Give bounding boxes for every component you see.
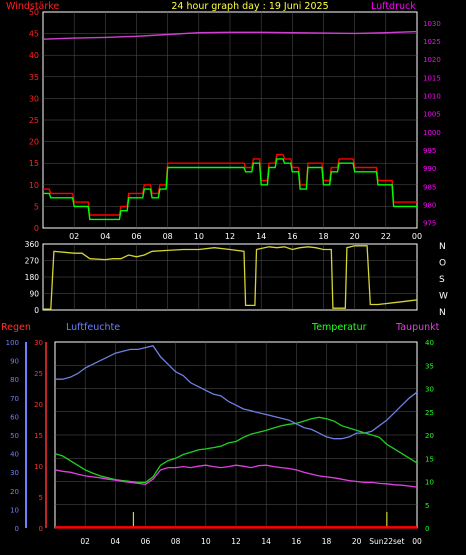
x-tick-label: Sun22set — [369, 537, 404, 546]
header-left-label: Windstärke — [6, 1, 59, 12]
label-taupunkt: Taupunkt — [395, 322, 440, 333]
compass-label: N — [439, 308, 446, 318]
rain-tick-label: 5 — [39, 494, 43, 502]
x-tick-label: 06 — [141, 537, 151, 546]
temperature-tick-label: 0 — [425, 525, 429, 533]
x-tick-label: 08 — [163, 232, 173, 241]
temperature-tick-label: 15 — [425, 455, 434, 463]
pressure-tick-label: 990 — [423, 165, 436, 173]
direction-series-0 — [43, 245, 418, 310]
pressure-tick-label: 985 — [423, 183, 436, 191]
wind-tick-label: 0 — [34, 224, 39, 233]
x-tick-label: 00 — [412, 232, 422, 241]
x-tick-label: 10 — [194, 232, 204, 241]
compass-label: O — [439, 259, 446, 269]
label-luftfeuchte: Luftfeuchte — [66, 322, 120, 333]
wind-tick-label: 40 — [29, 51, 39, 60]
x-tick-label: 16 — [287, 232, 297, 241]
x-tick-label: 04 — [111, 537, 121, 546]
humidity-tick-label: 0 — [15, 525, 19, 533]
direction-tick-label: 360 — [25, 240, 40, 249]
x-tick-label: 14 — [256, 232, 266, 241]
wind-tick-label: 50 — [29, 8, 39, 17]
wind-tick-label: 10 — [29, 181, 39, 190]
x-tick-label: 00 — [412, 537, 422, 546]
pressure-tick-label: 1030 — [423, 20, 441, 28]
humidity-tick-label: 90 — [10, 358, 19, 366]
wind-tick-label: 25 — [29, 116, 39, 125]
temperature-tick-label: 5 — [425, 502, 429, 510]
compass-label: S — [439, 275, 445, 285]
x-tick-label: 12 — [231, 537, 241, 546]
x-tick-label: 20 — [350, 232, 360, 241]
pressure-tick-label: 980 — [423, 201, 436, 209]
pressure-tick-label: 995 — [423, 147, 436, 155]
label-regen: Regen — [1, 322, 31, 333]
x-tick-label: 20 — [352, 537, 362, 546]
temperature-tick-label: 30 — [425, 386, 434, 394]
temperature-tick-label: 40 — [425, 339, 434, 347]
x-tick-label: 06 — [131, 232, 141, 241]
x-tick-label: 08 — [171, 537, 181, 546]
compass-label: W — [439, 292, 448, 302]
humidity-tick-label: 100 — [6, 339, 19, 347]
x-tick-label: 10 — [201, 537, 211, 546]
humidity-tick-label: 70 — [10, 395, 19, 403]
temperature-tick-label: 25 — [425, 409, 434, 417]
page-title: 24 hour graph day : 19 Juni 2025 — [171, 1, 328, 12]
label-temperatur: Temperatur — [311, 322, 367, 333]
humidity-tick-label: 10 — [10, 506, 19, 514]
pressure-tick-label: 1010 — [423, 92, 441, 100]
pressure-tick-label: 1000 — [423, 129, 441, 137]
compass-label: N — [439, 242, 446, 252]
x-tick-label: 14 — [261, 537, 271, 546]
pressure-tick-label: 1025 — [423, 38, 441, 46]
wind-tick-label: 20 — [29, 138, 39, 147]
pressure-tick-label: 975 — [423, 220, 436, 228]
wind-tick-label: 45 — [29, 30, 39, 39]
wind-series-1 — [43, 158, 417, 221]
wind-tick-label: 5 — [34, 202, 39, 211]
x-tick-label: 12 — [225, 232, 235, 241]
rain-tick-label: 25 — [34, 370, 43, 378]
humidity-tick-label: 60 — [10, 413, 19, 421]
pressure-tick-label: 1005 — [423, 111, 441, 119]
header-right-label: Luftdruck — [371, 1, 416, 12]
x-tick-label: 02 — [69, 232, 79, 241]
direction-tick-label: 180 — [25, 273, 40, 282]
wind-tick-label: 15 — [29, 159, 39, 168]
rain-tick-label: 10 — [34, 463, 43, 471]
rain-tick-label: 30 — [34, 339, 43, 347]
x-tick-label: 04 — [100, 232, 110, 241]
x-tick-label: 22 — [381, 232, 391, 241]
temperature-tick-label: 20 — [425, 432, 434, 440]
humidity-tick-label: 20 — [10, 488, 19, 496]
humidity-tick-label: 30 — [10, 469, 19, 477]
direction-tick-label: 270 — [25, 257, 40, 266]
temperature-tick-label: 35 — [425, 362, 434, 370]
climate-series-Taupunkt — [54, 464, 418, 488]
rain-tick-label: 20 — [34, 401, 43, 409]
wind-tick-label: 35 — [29, 73, 39, 82]
direction-tick-label: 90 — [29, 290, 39, 299]
pressure-tick-label: 1020 — [423, 56, 441, 64]
x-tick-label: 16 — [292, 537, 302, 546]
direction-tick-label: 0 — [34, 306, 39, 315]
x-tick-label: 18 — [322, 537, 332, 546]
climate-series-Luftfeuchte — [55, 344, 418, 440]
humidity-tick-label: 40 — [10, 451, 19, 459]
temperature-tick-label: 10 — [425, 479, 434, 487]
humidity-tick-label: 80 — [10, 376, 19, 384]
wind-series-2 — [42, 30, 418, 40]
x-tick-label: 18 — [318, 232, 328, 241]
pressure-tick-label: 1015 — [423, 74, 441, 82]
humidity-tick-label: 50 — [10, 432, 19, 440]
rain-tick-label: 15 — [34, 432, 43, 440]
wind-tick-label: 30 — [29, 94, 39, 103]
x-tick-label: 02 — [80, 537, 90, 546]
rain-tick-label: 0 — [39, 525, 43, 533]
